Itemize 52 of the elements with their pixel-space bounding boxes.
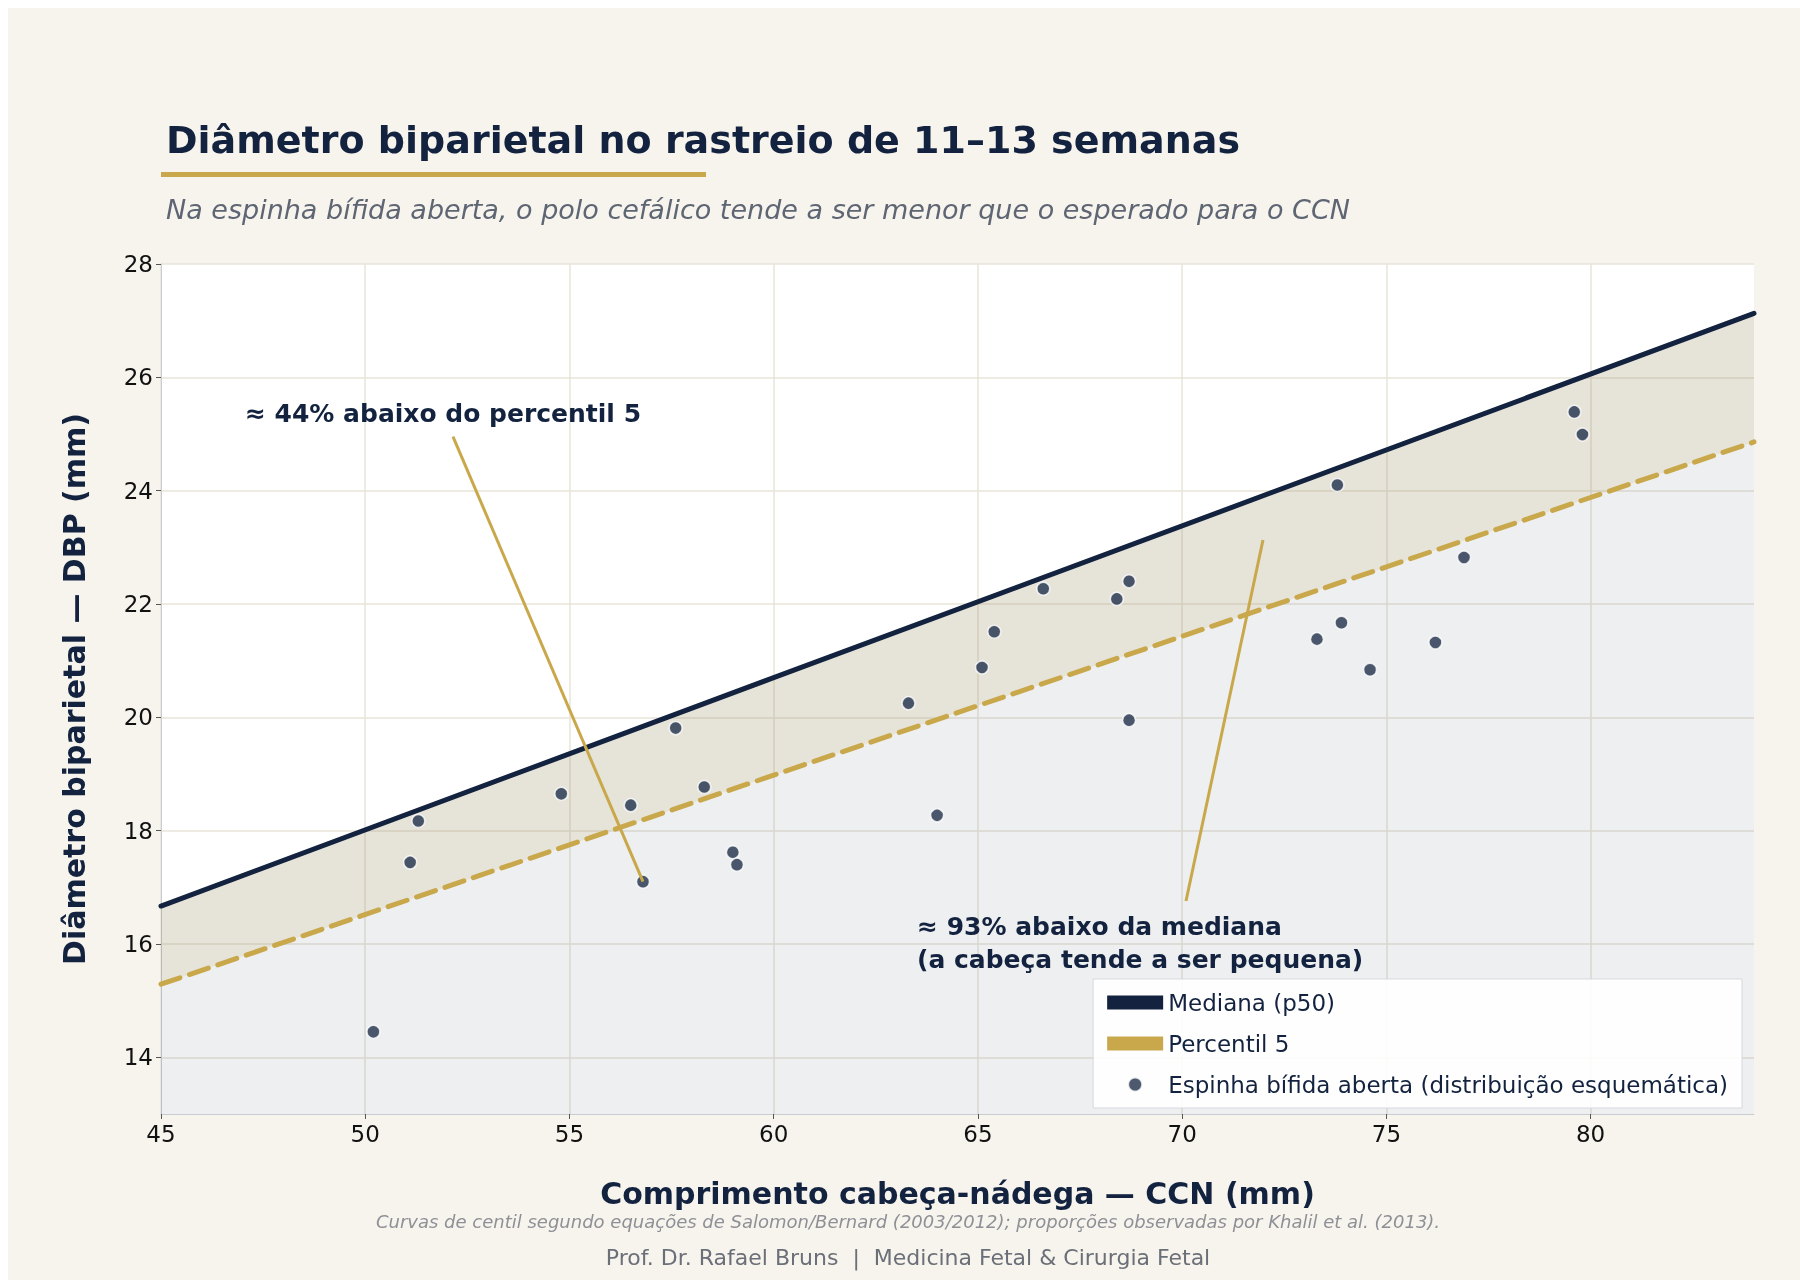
point [729,857,745,872]
point [1121,712,1137,728]
x-tick-label: 70 [1167,1120,1197,1147]
point [623,797,638,813]
point [1109,591,1125,607]
point [929,808,945,823]
y-tick-label: 24 [123,477,153,504]
point [1575,427,1590,442]
chart-title: Diâmetro biparietal no rastreio de 11–13 semanas [166,118,1241,162]
point [1362,662,1378,677]
x-tick-label: 65 [963,1120,993,1147]
y-tick-label: 14 [123,1044,153,1071]
x-tick-label: 55 [554,1120,585,1147]
y-tick-label: 22 [123,591,153,617]
point [901,695,916,711]
legend-label: Percentil 5 [1168,1030,1290,1057]
y-tick-label: 28 [123,251,153,277]
point [697,779,712,795]
y-tick-label: 18 [123,817,153,844]
point [1036,581,1051,596]
chart-subtitle: Na espinha bífida aberta, o polo cefálico tende a ser menor que o esperado para o CCN [166,194,1350,225]
point [411,813,426,829]
y-axis-title: Diâmetro biparietal — DBP (mm) [56,412,92,966]
x-axis-title: Comprimento cabeça-nádega — CCN (mm) [600,1175,1315,1211]
point [725,844,741,860]
point [1334,615,1349,630]
x-tick-label: 50 [350,1120,380,1147]
point [554,786,569,802]
point [974,660,990,675]
legend-label: Mediana (p50) [1168,989,1336,1016]
point [402,855,418,870]
x-tick-label: 60 [759,1120,789,1147]
y-tick-label: 26 [123,364,153,391]
point [1309,631,1325,647]
point [1456,550,1472,565]
x-tick-label: 75 [1371,1120,1402,1147]
annotation: ≈ 44% abaixo do percentil 5 [244,398,642,428]
point [1330,477,1345,493]
x-tick-label: 80 [1575,1120,1606,1147]
y-tick-label: 20 [123,704,153,731]
point [668,720,683,736]
point [1567,404,1582,420]
legend-label: Espinha bífida aberta (distribuição esquemática) [1168,1071,1729,1098]
x-tick-label: 45 [146,1120,176,1147]
text: Prof. Dr. Rafael Bruns | Medicina Fetal & Cirurgia Fetal [605,1244,1211,1271]
point [366,1024,381,1040]
point [1428,635,1443,650]
text: Curvas de centil segundo equações de Salomon/Bernard (2003/2012); proporções observadas por Khalil et al. (2013). [375,1210,1441,1232]
annotation: ≈ 93% abaixo da mediana (a cabeça tende a ser pequena) [917,912,1364,974]
point [987,624,1002,640]
y-tick-label: 16 [123,931,153,957]
point [1121,574,1137,589]
